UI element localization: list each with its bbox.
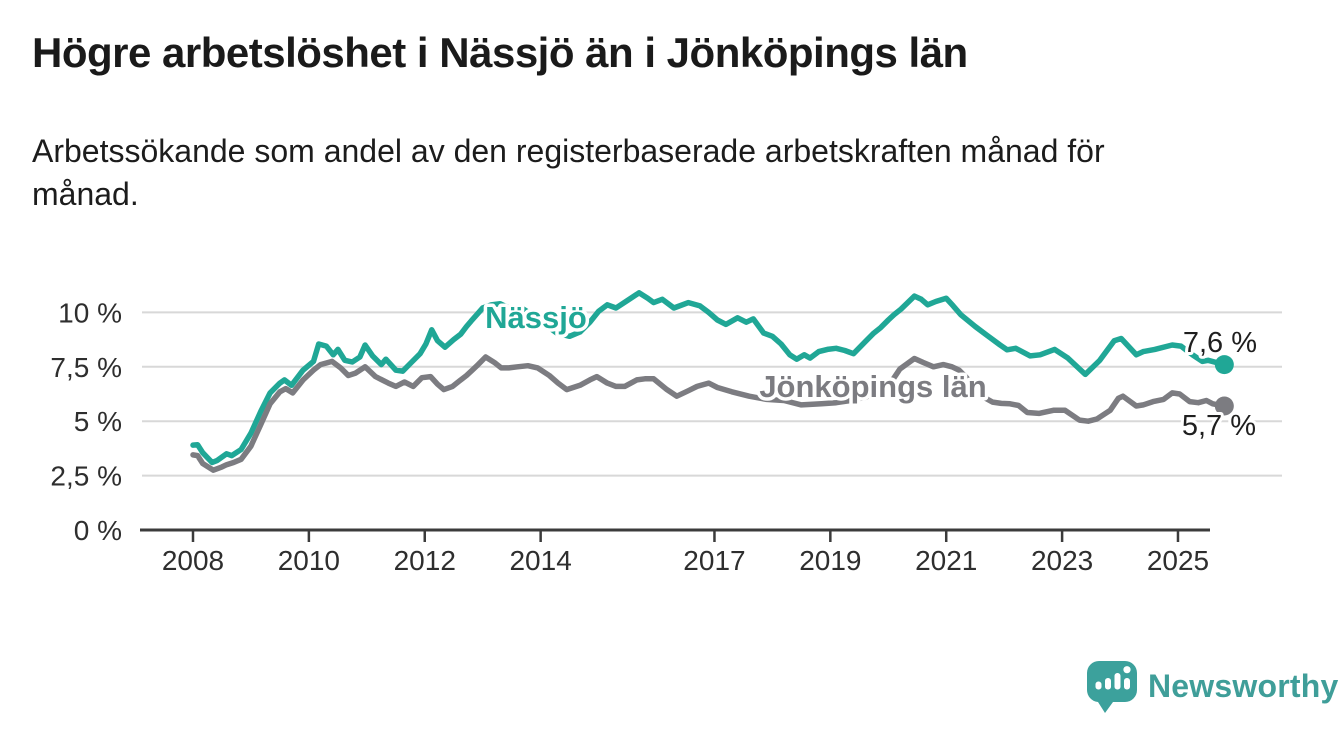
chart-subtitle: Arbetssökande som andel av den registerb… xyxy=(32,133,1105,212)
line-chart: 0 % 2,5 % 5 % 7,5 % 10 % 2008 2010 2012 2014 2017… xyxy=(50,290,1282,576)
x-tick-label: 2025 xyxy=(1147,545,1209,576)
speech-bubble-shape xyxy=(1086,661,1137,713)
newsworthy-logo-icon xyxy=(1086,661,1137,713)
exclamation-stroke xyxy=(1124,678,1130,690)
series-label-1: Jönköpings län xyxy=(759,369,986,404)
x-tick-label: 2019 xyxy=(799,545,861,576)
x-tick-label: 2008 xyxy=(162,545,224,576)
x-tick-label: 2023 xyxy=(1031,545,1093,576)
y-tick-label: 2,5 % xyxy=(50,461,122,492)
y-tick-label: 5 % xyxy=(74,406,122,437)
y-tick-label: 0 % xyxy=(74,515,122,546)
x-tick-label: 2017 xyxy=(683,545,745,576)
series-end-dot-1 xyxy=(1214,396,1234,416)
newsworthy-brand[interactable]: Newsworthy xyxy=(1086,657,1338,715)
x-tick-label: 2012 xyxy=(394,545,456,576)
y-tick-label: 7,5 % xyxy=(50,352,122,383)
series-line-0 xyxy=(190,290,1228,466)
bar-chart-glyph xyxy=(1095,666,1131,690)
x-tick-label: 2010 xyxy=(278,545,340,576)
series-end-dot-0 xyxy=(1214,355,1234,375)
y-tick-label: 10 % xyxy=(58,297,122,328)
newsworthy-logo-text: Newsworthy xyxy=(1148,667,1339,704)
chart-title: Högre arbetslöshet i Nässjö än i Jönköpi… xyxy=(32,29,968,76)
x-tick-label: 2021 xyxy=(915,545,977,576)
series-label-0: Nässjö xyxy=(485,300,587,335)
series-end-value-1: 5,7 % xyxy=(1182,410,1256,442)
exclamation-dot xyxy=(1123,666,1131,674)
x-tick-label: 2014 xyxy=(509,545,571,576)
series-line-1 xyxy=(190,354,1228,473)
series-end-value-0: 7,6 % xyxy=(1183,327,1257,359)
